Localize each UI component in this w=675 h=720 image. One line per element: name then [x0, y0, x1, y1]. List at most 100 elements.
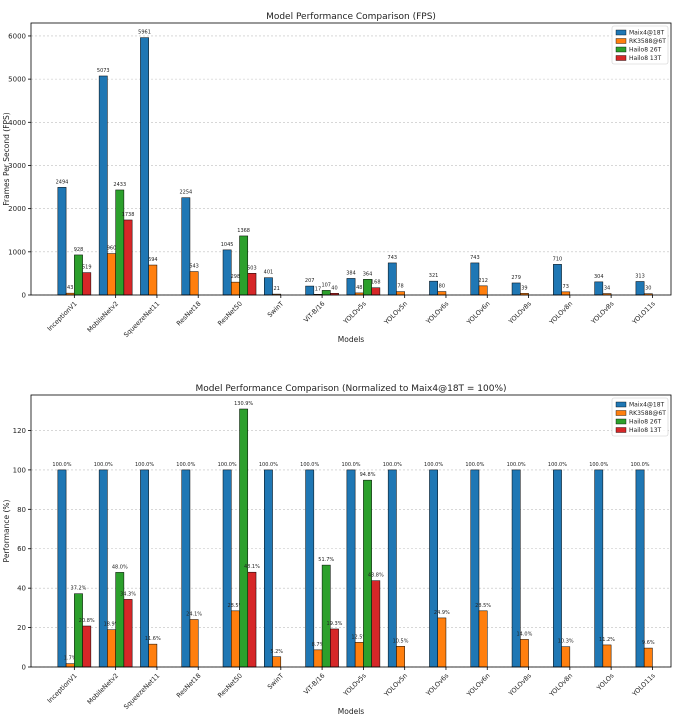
legend-entry: Hailo8 13T	[629, 55, 662, 62]
x-tick-label: SqueezeNet11	[122, 672, 161, 711]
data-label: 928	[74, 247, 84, 253]
bar-hailo8-13t-5	[247, 571, 257, 668]
bar-hailo8-13t-5	[247, 273, 257, 296]
data-label: 34.3%	[120, 591, 136, 597]
data-label: 80	[439, 284, 445, 290]
data-label: 100.0%	[176, 462, 195, 468]
bar-rk3588-6t-2	[107, 253, 116, 296]
x-tick-label: YOLOv6s	[424, 671, 451, 698]
bar-maix4-18t-12	[511, 282, 521, 296]
y-tick-label: 60	[17, 545, 26, 553]
data-label: 298	[231, 274, 241, 280]
bar-maix4-18t-15	[635, 281, 645, 296]
data-label: 2433	[113, 182, 126, 188]
bar-maix4-18t-11	[470, 469, 480, 668]
bar-hailo8-26t-5	[239, 408, 249, 668]
data-label: 100.0%	[341, 462, 360, 468]
data-label: 1045	[221, 242, 234, 248]
data-label: 207	[305, 278, 315, 284]
legend-box	[611, 25, 669, 65]
legend-swatch	[615, 55, 627, 61]
data-label: 168	[371, 280, 381, 286]
data-label: 51.7%	[318, 557, 334, 563]
bar-rk3588-6t-1	[65, 663, 75, 668]
bar-maix4-18t-10	[429, 280, 438, 296]
x-tick-label: YOLOv8s	[506, 671, 533, 698]
bar-rk3588-6t-9	[396, 646, 405, 668]
x-tick-label: YOLO11s	[630, 299, 657, 326]
data-label: 279	[511, 275, 521, 281]
data-label: 43	[67, 285, 73, 291]
data-label: 34	[604, 286, 610, 292]
bar-hailo8-26t-1	[74, 593, 83, 668]
x-tick-label: MobileNetv2	[86, 300, 120, 334]
bar-maix4-18t-12	[511, 469, 521, 668]
y-tick-label: 100	[13, 466, 26, 474]
data-label: 401	[264, 270, 274, 276]
bar-hailo8-13t-7	[330, 628, 339, 668]
data-label: 384	[346, 270, 356, 276]
data-label: 48.1%	[244, 564, 260, 570]
data-label: 100.0%	[300, 462, 319, 468]
chart-panel-2: 0 20 40 60 80 100 120 100.0% 100.0% 100.0% 100.0% 1…	[2, 384, 672, 716]
bar-maix4-18t-14	[594, 281, 604, 296]
bar-rk3588-6t-13	[561, 646, 571, 668]
x-tick-label: YOLOv8n	[547, 300, 574, 327]
x-tick-label: YOLOv8n	[547, 672, 574, 699]
bar-maix4-18t-6	[264, 277, 273, 296]
data-label: 519	[82, 265, 92, 271]
y-tick-label: 2000	[8, 205, 26, 213]
bar-rk3588-6t-8	[354, 642, 364, 668]
y-tick-label: 120	[13, 427, 26, 435]
data-label: 10.5%	[393, 638, 409, 644]
data-label: 12.5%	[351, 634, 367, 640]
y-tick-label: 80	[17, 506, 26, 514]
bar-rk3588-6t-6	[272, 656, 282, 668]
data-label: 100.0%	[52, 462, 71, 468]
bar-hailo8-26t-2	[115, 572, 125, 668]
x-tick-label: InceptionV1	[46, 672, 79, 705]
data-label: 1.7%	[64, 656, 77, 662]
data-label: 2494	[56, 179, 69, 185]
data-label: 11.6%	[145, 636, 161, 642]
bar-hailo8-26t-7	[321, 564, 331, 668]
bar-rk3588-6t-11	[478, 285, 488, 296]
legend-entry: Hailo8 26T	[629, 47, 662, 54]
x-tick-label: ViT-B/16	[302, 300, 326, 324]
x-tick-label: SqueezeNet11	[122, 300, 161, 339]
bar-rk3588-6t-11	[478, 610, 488, 668]
bar-maix4-18t-2	[98, 469, 108, 668]
x-tick-label: ViT-B/16	[302, 672, 326, 696]
bar-maix4-18t-9	[387, 262, 397, 296]
bar-rk3588-6t-7	[313, 649, 323, 668]
legend-entry: Maix4@18T	[629, 30, 665, 37]
bar-maix4-18t-7	[305, 285, 315, 296]
data-label: 212	[478, 278, 488, 284]
bar-rk3588-6t-14	[602, 644, 612, 668]
bar-maix4-18t-13	[553, 469, 562, 668]
y-tick-label: 20	[17, 624, 26, 632]
bar-rk3588-6t-13	[561, 291, 571, 296]
legend-swatch	[615, 418, 627, 425]
chart-title: Model Performance Comparison (Normalized…	[195, 384, 506, 394]
data-label: 14.0%	[516, 631, 532, 637]
x-axis-label: Models	[338, 335, 365, 344]
bar-maix4-18t-4	[181, 197, 191, 296]
data-label: 100.0%	[259, 462, 278, 468]
legend-swatch	[615, 29, 627, 36]
data-label: 10.3%	[558, 639, 574, 645]
legend-swatch	[615, 427, 627, 433]
x-tick-label: ResNet50	[216, 672, 244, 700]
data-label: 48.0%	[112, 564, 128, 570]
data-label: 43.8%	[368, 573, 384, 579]
data-label: 100.0%	[383, 462, 402, 468]
legend-box	[611, 397, 669, 437]
data-label: 321	[429, 273, 439, 279]
x-axis-label: Models	[338, 707, 365, 716]
x-tick-label: ResNet50	[216, 300, 244, 328]
data-label: 100.0%	[218, 462, 237, 468]
chart-panel-1: 0 1000 2000 3000 4000 5000 6000 2494 5073 5961 225…	[2, 12, 672, 344]
bar-rk3588-6t-5	[231, 610, 240, 668]
data-label: 8.7%	[312, 642, 325, 648]
